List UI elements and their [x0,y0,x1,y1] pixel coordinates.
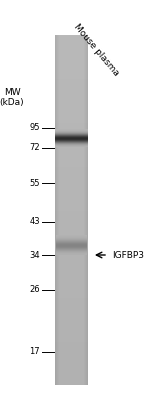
Text: 43: 43 [29,217,40,226]
Text: 17: 17 [29,347,40,356]
Text: Mouse plasma: Mouse plasma [72,22,121,78]
Text: 34: 34 [29,251,40,260]
Text: 95: 95 [30,124,40,132]
Text: 26: 26 [29,286,40,294]
Text: IGFBP3: IGFBP3 [112,251,144,260]
Text: MW
(kDa): MW (kDa) [0,88,24,107]
Text: 55: 55 [30,179,40,188]
Text: 72: 72 [29,143,40,153]
